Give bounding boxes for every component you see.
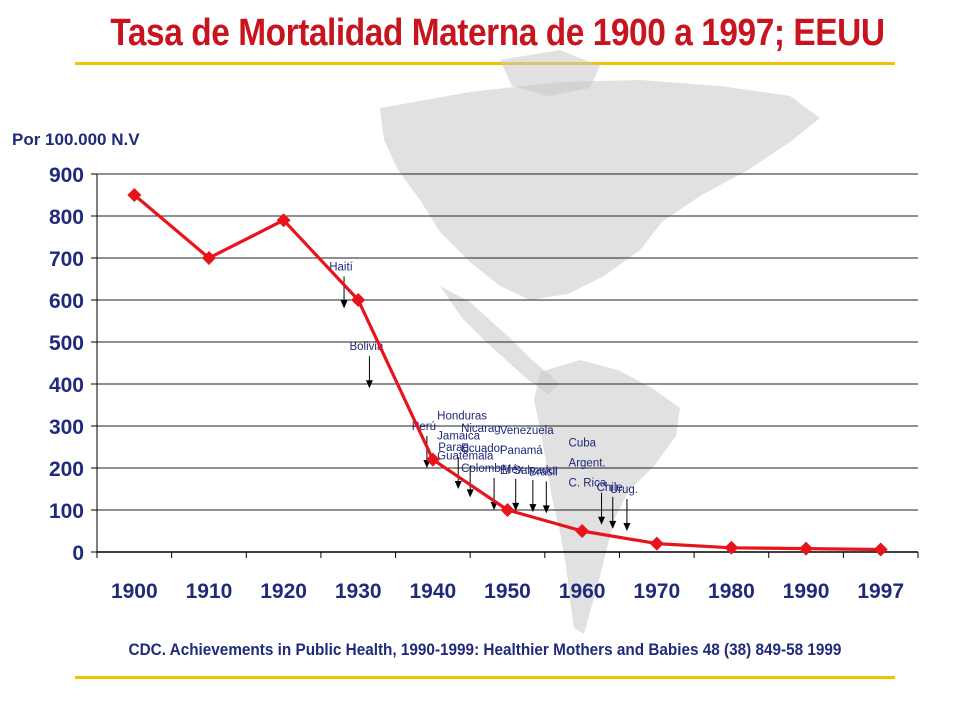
- annotation-arrow-head: [529, 504, 537, 513]
- data-point: [575, 524, 590, 538]
- y-tick-labels: 0 100 200 300 400 500 600 700 800 900: [49, 164, 84, 565]
- x-tick-label: 1900: [111, 580, 158, 603]
- background-map: [380, 50, 820, 634]
- y-tick-label: 700: [49, 248, 84, 271]
- country-annotation: Chile: [597, 482, 623, 529]
- annotation-label: El Salvador: [500, 465, 559, 477]
- map-region: [534, 360, 680, 634]
- x-tick-label: 1910: [186, 580, 233, 603]
- y-tick-label: 300: [49, 416, 84, 439]
- annotation-arrow-head: [542, 505, 550, 514]
- y-tick-label: 0: [72, 542, 84, 565]
- footer-underline: [75, 676, 895, 679]
- annotation-label: Urug.: [610, 484, 638, 496]
- country-annotation: Urug.: [610, 484, 638, 531]
- country-annotation: Bolivia: [349, 341, 384, 389]
- gridlines: [97, 173, 918, 511]
- annotation-arrow-head: [609, 520, 617, 529]
- country-annotation: Venezuela Panamá El Salvador: [500, 425, 559, 513]
- data-point: [799, 541, 814, 556]
- annotation-arrow-head: [365, 380, 373, 389]
- annotation-label: Cuba: [569, 438, 597, 450]
- x-tick-label: 1980: [708, 580, 755, 603]
- annotation-label: Honduras: [437, 410, 487, 422]
- y-tick-label: 400: [49, 374, 84, 397]
- annotation-arrow-head: [623, 523, 631, 531]
- annotation-label: Méx: [502, 464, 524, 476]
- annotation-label: Ecuador: [461, 443, 504, 455]
- country-annotations: HaitíBoliviaPerúHondurasJamaicaGuatemala…: [329, 261, 638, 531]
- data-point: [127, 188, 142, 202]
- map-region: [440, 286, 560, 394]
- x-tick-label: 1970: [633, 580, 680, 603]
- y-axis-label: Por 100.000 N.V: [12, 130, 140, 149]
- country-annotation: Cuba Argent. C. Rica: [569, 438, 607, 525]
- axes: [91, 173, 919, 558]
- title-underline: [75, 62, 895, 65]
- x-tick-label: 1920: [260, 580, 307, 603]
- annotation-arrow-head: [466, 489, 474, 498]
- annotation-label: Jamaica: [437, 430, 480, 442]
- y-tick-label: 900: [49, 164, 84, 187]
- y-tick-label: 600: [49, 290, 84, 313]
- annotation-label: Venezuela: [500, 425, 554, 437]
- annotation-label: Parag.: [438, 442, 472, 454]
- annotation-arrow-head: [340, 300, 348, 309]
- source-citation: CDC. Achievements in Public Health, 1990…: [128, 640, 842, 659]
- chart-title: Tasa de Mortalidad Materna de 1900 a 199…: [110, 12, 885, 54]
- data-point: [201, 251, 216, 265]
- data-point: [649, 536, 664, 551]
- annotation-arrow-head: [512, 502, 520, 511]
- y-tick-label: 800: [49, 206, 84, 229]
- country-annotation: Méx: [502, 464, 524, 511]
- country-annotation: Honduras Jamaica Guatemala: [437, 410, 494, 498]
- data-point: [873, 542, 888, 557]
- data-point: [500, 503, 515, 517]
- data-point: [276, 213, 291, 228]
- x-tick-label: 1997: [857, 580, 904, 603]
- map-region: [500, 50, 600, 96]
- annotation-label: C. Rica: [569, 478, 607, 490]
- annotation-arrow-head: [598, 516, 606, 525]
- x-tick-labels: 1900 1910 1920 1930 1940 1950 1960 1970 1980 1990…: [111, 580, 904, 603]
- x-tick-label: 1930: [335, 580, 382, 603]
- x-tick-label: 1950: [484, 580, 531, 603]
- annotation-label: Colomb: [461, 463, 501, 475]
- country-annotation: Nicarag Ecuador Colomb: [461, 423, 504, 510]
- annotation-label: Bolivia: [349, 341, 383, 353]
- annotation-label: Guatemala: [437, 450, 494, 462]
- annotation-arrow-head: [454, 481, 462, 489]
- y-tick-label: 200: [49, 458, 84, 481]
- map-region: [380, 80, 820, 300]
- annotation-label: Nicarag: [461, 423, 501, 435]
- country-annotation: Haití: [329, 261, 354, 309]
- annotation-label: Brasil: [529, 466, 558, 478]
- x-tick-label: 1990: [783, 580, 830, 603]
- country-annotation: Brasil: [529, 466, 558, 514]
- data-point: [724, 540, 739, 555]
- annotation-label: Argent.: [569, 458, 606, 470]
- x-tick-label: 1960: [559, 580, 606, 603]
- data-point: [425, 452, 440, 467]
- y-tick-label: 100: [49, 500, 84, 523]
- annotation-label: Chile: [597, 482, 623, 494]
- data-point: [351, 293, 366, 307]
- mortality-series: [127, 188, 888, 557]
- country-annotation: Parag.: [438, 442, 472, 489]
- annotation-label: Haití: [329, 261, 353, 273]
- y-tick-label: 500: [49, 332, 84, 355]
- annotation-label: Panamá: [500, 445, 543, 457]
- x-tick-label: 1940: [410, 580, 457, 603]
